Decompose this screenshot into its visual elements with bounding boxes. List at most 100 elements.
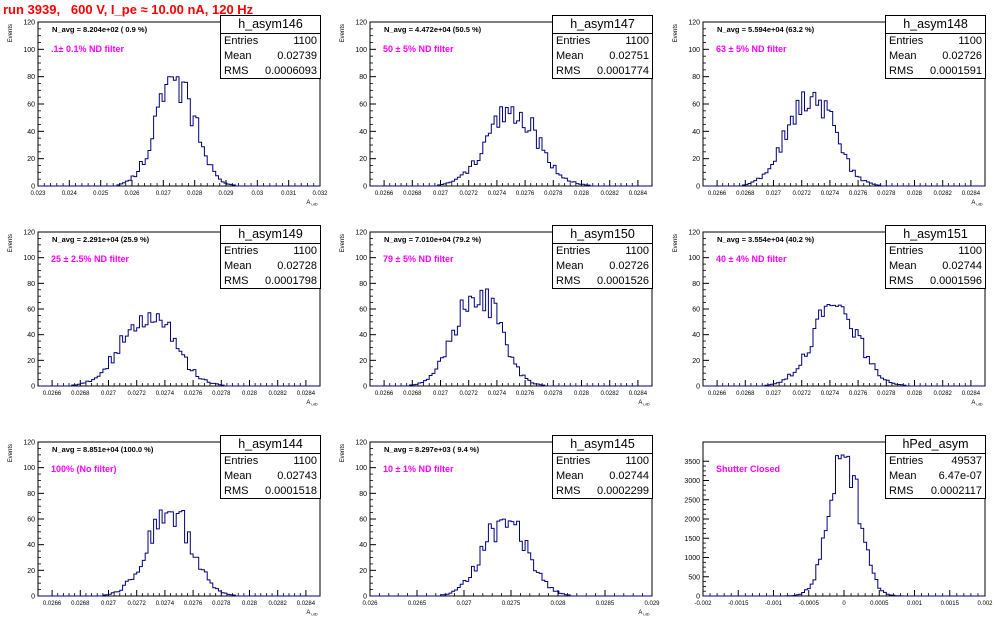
stats-value: 1100: [625, 455, 649, 467]
y-axis-title: Events: [340, 24, 346, 42]
x-tick-label: 0.0276: [849, 391, 868, 397]
y-tick-label: 40: [692, 332, 700, 339]
x-tick-label: 0.0272: [128, 391, 147, 397]
stats-row-entries: Entries 1100: [553, 34, 652, 49]
stats-value: 1100: [625, 245, 649, 257]
x-tick-label: 0.027: [766, 391, 782, 397]
stats-value: 1100: [293, 245, 317, 257]
stats-row-entries: Entries 49537: [886, 454, 985, 469]
histogram-series: [703, 304, 985, 387]
y-tick-label: 120: [355, 440, 367, 447]
stats-row-mean: Mean 0.02744: [553, 469, 652, 484]
histogram-panel: [369, 21, 653, 187]
stats-row-rms: RMS 0.0001798: [221, 274, 320, 289]
x-tick-label: 0.027: [433, 191, 449, 197]
y-tick-label: 60: [359, 517, 367, 524]
y-tick-label: 1000: [684, 555, 700, 562]
x-tick-label: 0.0278: [212, 601, 231, 607]
stats-row-entries: Entries 1100: [886, 34, 985, 49]
y-tick-label: 2500: [684, 497, 700, 504]
x-tick-label: 0.0272: [128, 601, 147, 607]
stats-value: 1100: [958, 245, 982, 257]
x-tick-label: 0.028: [550, 601, 566, 607]
x-tick-label: 0.0278: [544, 391, 563, 397]
navg-label: N_avg = 5.594e+04 (63.2 %): [717, 25, 815, 34]
filter-annotation: Shutter Closed: [716, 464, 780, 474]
x-axis-subscript: uID: [976, 202, 982, 207]
stats-label: Mean: [224, 470, 252, 482]
x-axis-subscript: uID: [311, 202, 317, 207]
x-axis-title: AuID: [971, 200, 982, 207]
stats-row-rms: RMS 0.0001596: [886, 274, 985, 289]
y-tick-label: 100: [688, 255, 700, 262]
x-tick-label: 0.027: [433, 391, 449, 397]
stats-box-title: h_asym148: [886, 16, 985, 34]
x-tick-label: 0.0266: [708, 191, 727, 197]
stats-box: h_asym151 Entries 1100 Mean 0.02744 RMS 0.0001…: [885, 225, 986, 289]
stats-value: 0.0001774: [597, 65, 649, 77]
stats-value: 0.02726: [942, 50, 982, 62]
x-tick-label: 0.0282: [934, 391, 953, 397]
x-tick-label: 0.0268: [71, 391, 90, 397]
stats-label: RMS: [224, 65, 249, 77]
x-tick-label: 0.0015: [941, 601, 960, 607]
x-tick-label: 0.0276: [184, 391, 203, 397]
x-tick-label: 0.0005: [870, 601, 889, 607]
x-tick-label: 0.0272: [793, 391, 812, 397]
histogram-panel: [369, 441, 653, 597]
x-tick-label: 0.028: [574, 391, 590, 397]
stats-value: 0.02751: [609, 50, 649, 62]
y-tick-label: 0: [363, 184, 367, 191]
y-tick-label: 20: [692, 156, 700, 163]
x-tick-label: 0.0268: [403, 391, 422, 397]
navg-label: N_avg = 8.851e+04 (100.0 %): [52, 445, 154, 454]
stats-box-title: h_asym151: [886, 226, 985, 244]
x-tick-label: 0.0282: [269, 601, 288, 607]
stats-label: Entries: [889, 245, 924, 257]
x-axis-title: AuID: [306, 400, 317, 407]
histogram-series: [370, 518, 652, 597]
stats-box: h_asym148 Entries 1100 Mean 0.02726 RMS 0.0001…: [885, 15, 986, 79]
stats-row-rms: RMS 0.0001774: [553, 64, 652, 79]
x-axis-title: AuID: [306, 610, 317, 617]
x-tick-label: 0.029: [218, 191, 234, 197]
y-tick-label: 100: [355, 47, 367, 54]
x-tick-label: 0.0266: [43, 391, 62, 397]
y-tick-label: 0: [31, 594, 35, 601]
filter-annotation: 40 ± 4% ND filter: [716, 254, 787, 264]
stats-row-mean: Mean 0.02743: [221, 469, 320, 484]
histogram-panel: [37, 441, 321, 597]
y-tick-label: 20: [359, 568, 367, 575]
y-axis-title: Events: [340, 444, 346, 462]
y-tick-label: 0: [696, 384, 700, 391]
stats-value: 1100: [958, 35, 982, 47]
y-tick-label: 120: [23, 440, 35, 447]
stats-label: Entries: [224, 245, 259, 257]
histogram-panel: [702, 231, 986, 387]
y-tick-label: 20: [359, 358, 367, 365]
stats-value: 0.0001596: [930, 275, 982, 287]
y-tick-label: 80: [359, 281, 367, 288]
x-tick-label: 0.028: [574, 191, 590, 197]
stats-value: 0.0001591: [930, 65, 982, 77]
x-tick-label: 0.0274: [821, 191, 840, 197]
stats-box: h_asym150 Entries 1100 Mean 0.02726 RMS 0.0001…: [552, 225, 653, 289]
x-tick-label: 0.0285: [596, 601, 615, 607]
stats-box-title: h_asym147: [553, 16, 652, 34]
x-tick-label: 0.025: [93, 191, 109, 197]
x-tick-label: -0.0005: [799, 601, 820, 607]
y-tick-label: 80: [27, 281, 35, 288]
x-tick-label: 0.0276: [184, 601, 203, 607]
x-tick-label: 0.0284: [297, 391, 316, 397]
x-tick-label: 0.0274: [488, 391, 507, 397]
y-tick-label: 20: [692, 358, 700, 365]
stats-value: 6.47e-07: [938, 470, 982, 482]
y-tick-label: 20: [27, 156, 35, 163]
histogram-series: [370, 288, 652, 387]
stats-box-title: h_asym150: [553, 226, 652, 244]
histogram-panel: [369, 231, 653, 387]
stats-row-rms: RMS 0.0006093: [221, 64, 320, 79]
y-tick-label: 120: [355, 230, 367, 237]
y-tick-label: 120: [23, 230, 35, 237]
